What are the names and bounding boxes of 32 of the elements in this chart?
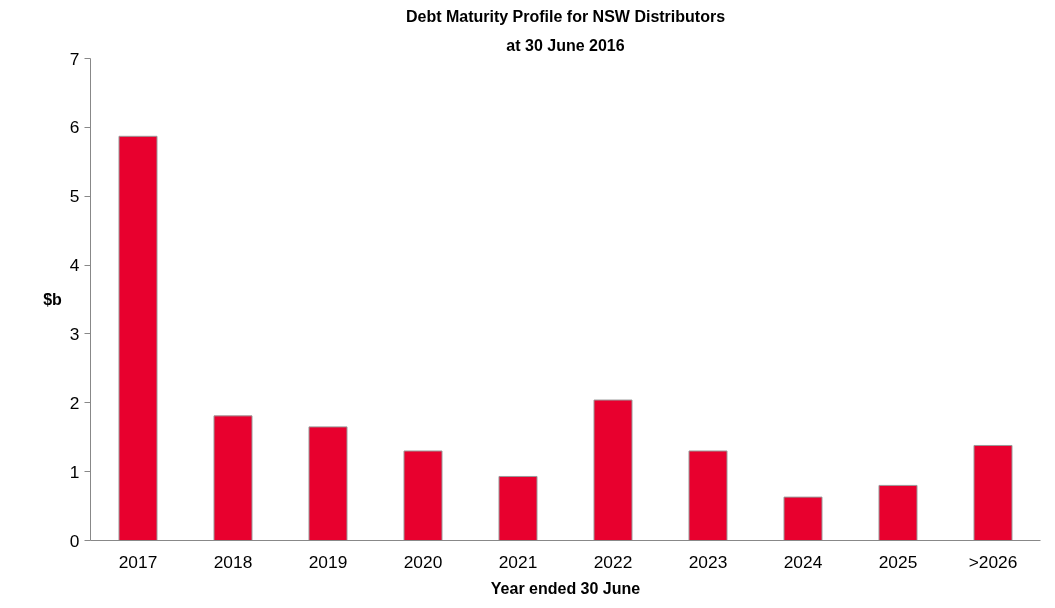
y-tick-label: 2 — [69, 392, 80, 413]
bar — [783, 496, 823, 541]
y-tick-label: 5 — [69, 186, 80, 207]
bar — [878, 484, 918, 541]
bar — [213, 415, 253, 541]
y-tick-label: 7 — [69, 48, 80, 69]
chart-subtitle: at 30 June 2016 — [506, 36, 625, 54]
x-tick-label: >2026 — [968, 551, 1018, 572]
bar — [688, 450, 728, 541]
x-tick-label: 2017 — [118, 551, 158, 572]
bar — [593, 399, 633, 541]
bar — [308, 426, 348, 541]
chart-title: Debt Maturity Profile for NSW Distributors — [405, 7, 726, 25]
x-tick-label: 2018 — [213, 551, 253, 572]
bar — [118, 135, 158, 541]
x-tick-label: 2025 — [878, 551, 918, 572]
y-tick-label: 6 — [69, 117, 80, 138]
y-tick-label: 3 — [69, 323, 80, 344]
bar — [403, 450, 443, 541]
x-tick-label: 2021 — [498, 551, 538, 572]
y-axis-title: $b — [43, 291, 63, 308]
bar — [498, 475, 538, 541]
bar — [973, 444, 1013, 541]
x-tick-label: 2020 — [403, 551, 443, 572]
x-axis-title: Year ended 30 June — [490, 579, 641, 597]
x-tick-label: 2019 — [308, 551, 348, 572]
x-tick-label: 2023 — [688, 551, 728, 572]
y-tick-label: 1 — [69, 461, 80, 482]
y-tick-label: 4 — [69, 255, 80, 276]
x-tick-label: 2024 — [783, 551, 823, 572]
y-tick-label: 0 — [69, 530, 80, 551]
x-tick-label: 2022 — [593, 551, 633, 572]
